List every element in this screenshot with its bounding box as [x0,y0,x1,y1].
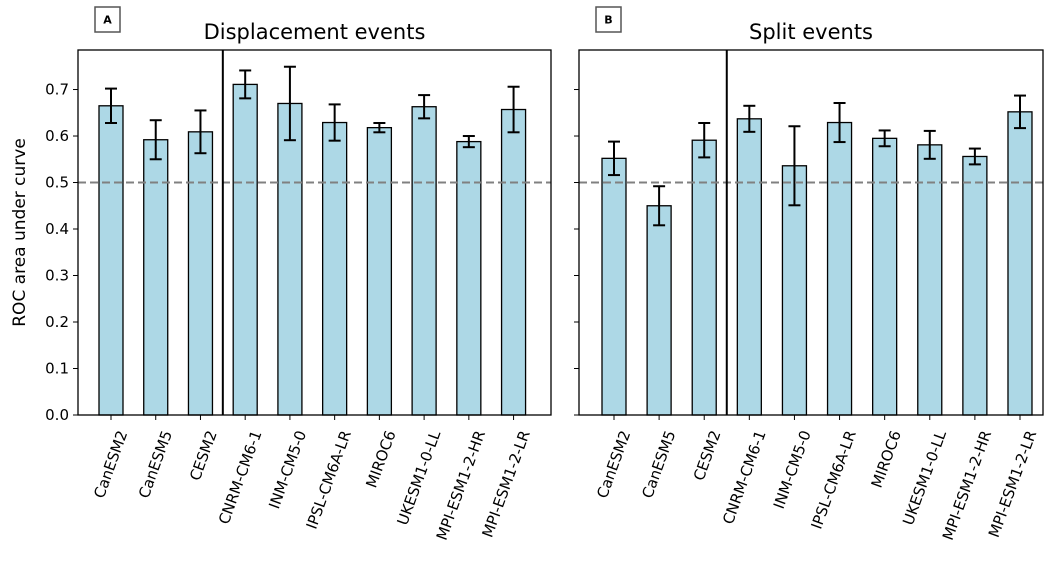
bar [691,139,717,416]
x-tick-label: UKESM1-0-LL [899,427,950,527]
y-tick-label: 0.7 [45,81,69,99]
y-tick-label: 0.6 [45,127,69,145]
y-tick-label: 0.5 [45,174,69,192]
chart-title: Displacement events [204,20,426,44]
x-tick-label: MPI-ESM1-2-HR [939,428,995,543]
bar [143,139,169,416]
bar [321,121,348,416]
x-tick-label: MPI-ESM1-2-LR [478,428,533,540]
bar [500,108,527,416]
y-tick-label: 0.0 [45,406,69,424]
x-tick-label: CanESM5 [135,428,176,501]
bar [962,155,988,416]
y-tick-label: 0.1 [45,360,69,378]
x-tick-label: IPSL-CM6A-LR [807,428,859,532]
x-tick-label: CESM2 [690,428,725,483]
chart-title: Split events [749,20,873,44]
x-tick-label: CanESM2 [90,428,131,501]
bar [917,144,943,416]
x-tick-label: CESM2 [186,428,221,483]
bar [781,165,808,416]
bar [232,83,258,416]
bar [736,118,762,416]
bar [826,121,853,416]
panel-letter-box [595,6,622,33]
x-tick-label: MIROC6 [868,428,905,490]
bar [601,157,627,416]
y-tick-label: 0.3 [45,267,69,285]
bar [411,106,437,416]
x-tick-label: CNRM-CM6-1 [719,428,770,527]
bar [872,137,898,416]
plot-frame [578,49,1044,416]
x-tick-label: CanESM5 [638,428,679,501]
bar [98,105,124,416]
x-tick-label: IPSL-CM6A-LR [303,428,355,532]
x-tick-label: CNRM-CM6-1 [215,428,266,527]
y-axis-label: ROC area under curve [10,138,30,327]
x-tick-label: CanESM2 [593,428,634,501]
y-tick-label: 0.4 [45,220,69,238]
x-tick-label: INM-CM5-0 [265,428,310,511]
plot-frame [77,49,552,416]
bar [366,126,393,416]
bar [646,205,672,416]
y-tick-label: 0.2 [45,313,69,331]
x-tick-label: INM-CM5-0 [770,428,815,511]
bar [187,131,214,416]
panel-letter: B [604,14,612,27]
bar [1007,111,1033,416]
x-tick-label: MIROC6 [362,428,399,490]
x-tick-label: MPI-ESM1-2-LR [985,428,1040,540]
panel-letter: A [103,14,112,27]
bar [277,102,303,416]
x-tick-label: UKESM1-0-LL [393,427,444,527]
panel-letter-box [94,6,121,33]
bar [456,140,482,416]
